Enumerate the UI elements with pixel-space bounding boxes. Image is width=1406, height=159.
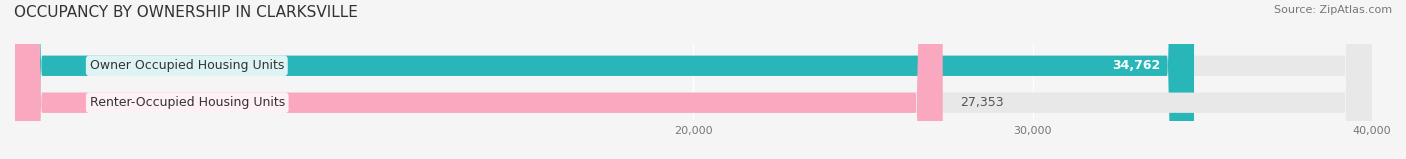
Text: 27,353: 27,353 bbox=[960, 96, 1004, 109]
Text: 34,762: 34,762 bbox=[1112, 59, 1160, 72]
FancyBboxPatch shape bbox=[15, 0, 1372, 159]
FancyBboxPatch shape bbox=[15, 0, 943, 159]
Text: Owner Occupied Housing Units: Owner Occupied Housing Units bbox=[90, 59, 284, 72]
FancyBboxPatch shape bbox=[15, 0, 1194, 159]
FancyBboxPatch shape bbox=[15, 0, 1372, 159]
Text: Renter-Occupied Housing Units: Renter-Occupied Housing Units bbox=[90, 96, 285, 109]
Text: OCCUPANCY BY OWNERSHIP IN CLARKSVILLE: OCCUPANCY BY OWNERSHIP IN CLARKSVILLE bbox=[14, 5, 359, 20]
Text: Source: ZipAtlas.com: Source: ZipAtlas.com bbox=[1274, 5, 1392, 15]
